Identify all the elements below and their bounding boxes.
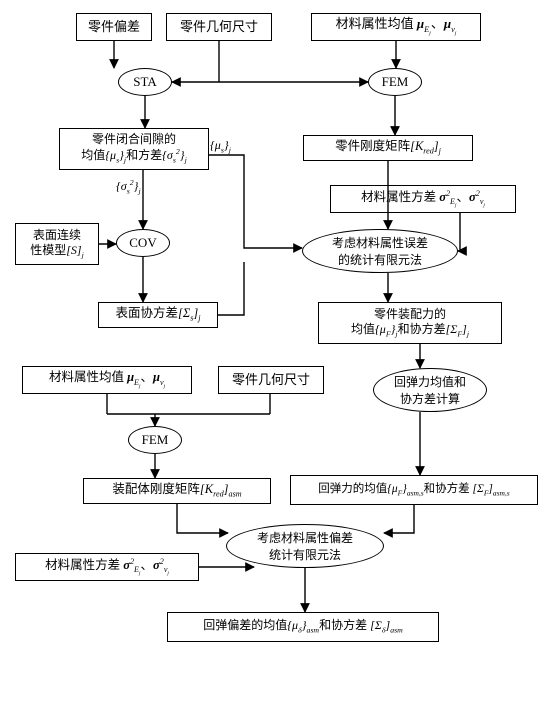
node-dev: 零件偏差: [76, 13, 152, 41]
line1: 零件装配力的: [374, 307, 446, 322]
node-sfea1: 考虑材料属性误差 的统计有限元法: [302, 229, 458, 273]
node-geom2: 零件几何尺寸: [218, 366, 324, 394]
node-fem2: FEM: [128, 426, 182, 454]
label: COV: [129, 235, 156, 251]
line1: 零件闭合间隙的: [92, 132, 176, 147]
label: 材料属性均值 μEj、μvj: [49, 370, 165, 390]
node-fem1: FEM: [368, 68, 422, 96]
arrows-layer: [0, 0, 550, 716]
node-surf-cov: 表面协方差[Σs]j: [98, 302, 218, 328]
line1: 考虑材料属性误差: [332, 234, 428, 251]
node-final: 回弹偏差的均值{μδ}asm和协方差 [Σδ]asm: [167, 612, 439, 642]
label: 材料属性均值 μEj、μvj: [336, 16, 457, 37]
node-mat-mean2: 材料属性均值 μEj、μvj: [22, 366, 192, 394]
node-surf-model: 表面连续 性模型[S]j: [15, 223, 99, 265]
label: 零件几何尺寸: [232, 372, 310, 388]
node-mat-var: 材料属性方差 σ2Ej、σ2vj: [330, 185, 516, 213]
label: 表面协方差[Σs]j: [115, 306, 200, 324]
node-mat-mean: 材料属性均值 μEj、μvj: [311, 13, 481, 41]
line1: 回弹力均值和: [394, 373, 466, 390]
label: 零件几何尺寸: [180, 19, 258, 35]
line2: 均值{μs}j和方差{σs2}j: [81, 147, 187, 165]
node-stiff1: 零件刚度矩阵[Kred]j: [303, 135, 473, 161]
line1: 考虑材料属性偏差: [257, 529, 353, 546]
label: FEM: [142, 432, 169, 448]
node-asm-stiff: 装配体刚度矩阵[Kred]asm: [83, 478, 271, 504]
line2: 均值{μF}j和协方差[ΣF]j: [351, 322, 469, 339]
node-gap: 零件闭合间隙的 均值{μs}j和方差{σs2}j: [59, 128, 209, 170]
label: STA: [133, 74, 157, 90]
label: 零件刚度矩阵[Kred]j: [335, 139, 441, 157]
line2: 性模型[S]j: [30, 243, 84, 260]
node-spring-res: 回弹力的均值{μF}asm,s和协方差 [ΣF]asm,s: [290, 475, 538, 505]
line2: 协方差计算: [394, 390, 466, 407]
label: 零件偏差: [88, 19, 140, 35]
line2: 统计有限元法: [257, 546, 353, 563]
label: 装配体刚度矩阵[Kred]asm: [112, 482, 241, 500]
label: 材料属性方差 σ2Ej、σ2vj: [45, 557, 169, 578]
edge-label-musj: {μs}j: [210, 138, 231, 154]
label: 材料属性方差 σ2Ej、σ2vj: [361, 189, 485, 210]
line1: 表面连续: [33, 228, 81, 243]
edge-label-sigsj: {σs2}j: [116, 178, 141, 195]
node-asm-force: 零件装配力的 均值{μF}j和协方差[ΣF]j: [318, 302, 502, 344]
node-spring-calc: 回弹力均值和 协方差计算: [373, 368, 487, 412]
node-sta: STA: [118, 68, 172, 96]
line2: 的统计有限元法: [332, 251, 428, 268]
label: FEM: [382, 74, 409, 90]
node-mat-var2: 材料属性方差 σ2Ej、σ2vj: [15, 553, 199, 581]
node-cov: COV: [116, 229, 170, 257]
node-geom: 零件几何尺寸: [166, 13, 272, 41]
label: 回弹偏差的均值{μδ}asm和协方差 [Σδ]asm: [203, 618, 403, 635]
node-sfea2: 考虑材料属性偏差 统计有限元法: [226, 524, 384, 568]
label: 回弹力的均值{μF}asm,s和协方差 [ΣF]asm,s: [318, 482, 509, 498]
